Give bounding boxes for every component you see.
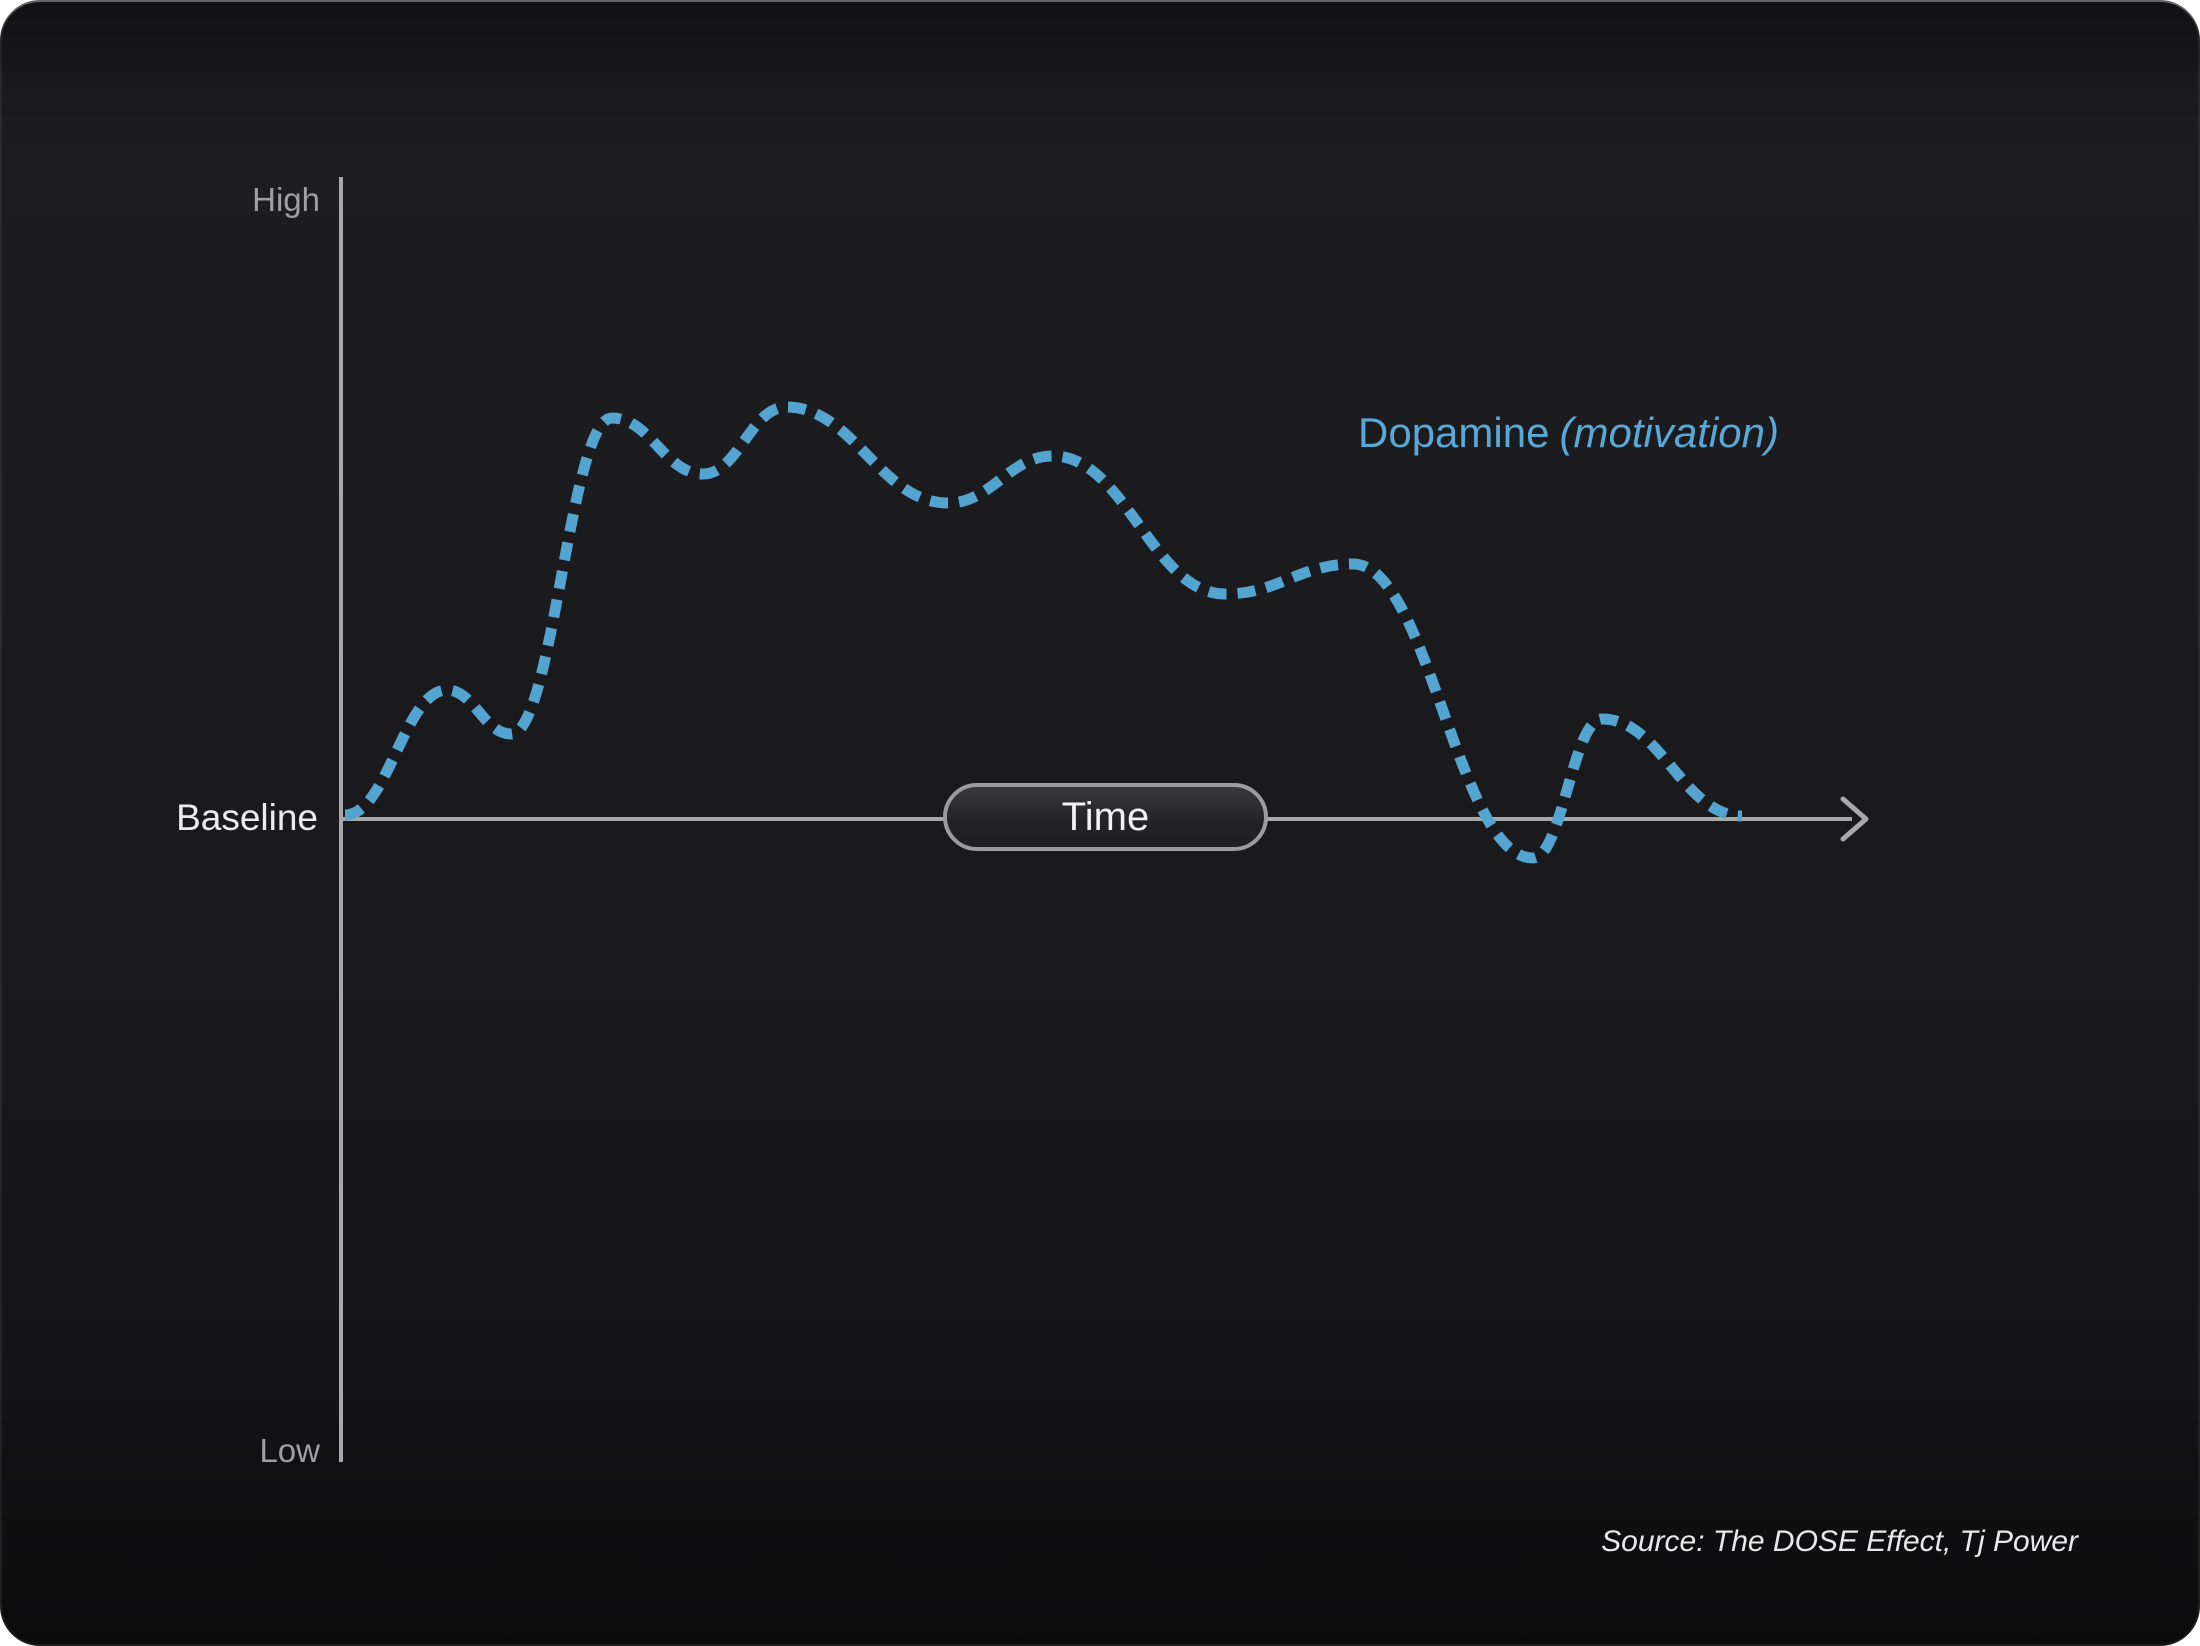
legend-series-name: Dopamine (1358, 409, 1550, 456)
source-attribution: Source: The DOSE Effect, Tj Power (1601, 1525, 2078, 1558)
dopamine-curve (344, 401, 1743, 864)
y-axis-label-low: Low (259, 1432, 320, 1469)
y-axis-label-baseline: Baseline (176, 797, 318, 838)
x-axis-arrow-icon (1840, 796, 1869, 842)
x-axis-time-pill: Time (943, 783, 1268, 851)
y-axis-label-high: High (252, 181, 320, 218)
series-legend: Dopamine (motivation) (1358, 412, 1779, 454)
legend-series-qualifier: (motivation) (1559, 409, 1779, 456)
x-axis-label: Time (1061, 794, 1150, 839)
